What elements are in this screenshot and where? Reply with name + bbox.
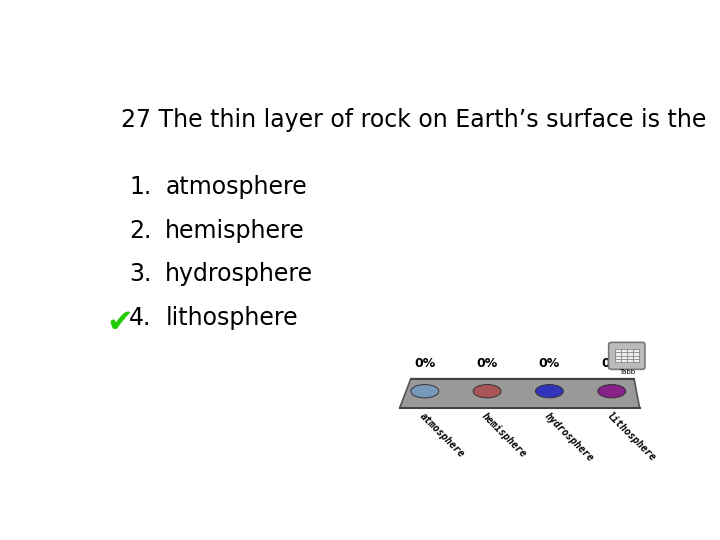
Polygon shape	[400, 379, 639, 408]
Text: 0%: 0%	[477, 356, 498, 369]
Text: hemisphere: hemisphere	[166, 219, 305, 242]
Text: 3.: 3.	[129, 262, 151, 286]
Text: lithosphere: lithosphere	[605, 411, 657, 464]
Text: lithosphere: lithosphere	[166, 306, 298, 330]
Text: hemisphere: hemisphere	[480, 411, 528, 460]
Ellipse shape	[411, 384, 438, 398]
Text: 2.: 2.	[129, 219, 151, 242]
Ellipse shape	[536, 384, 563, 398]
Text: Tabb: Tabb	[618, 369, 635, 375]
Text: atmosphere: atmosphere	[166, 175, 307, 199]
Text: ✔: ✔	[107, 308, 134, 339]
Text: atmosphere: atmosphere	[418, 411, 467, 460]
Ellipse shape	[598, 384, 626, 398]
Text: hydrosphere: hydrosphere	[166, 262, 313, 286]
Text: 0%: 0%	[539, 356, 560, 369]
Text: 4.: 4.	[129, 306, 151, 330]
Text: 0%: 0%	[601, 356, 622, 369]
Text: hydrosphere: hydrosphere	[542, 411, 595, 464]
Text: 1.: 1.	[129, 175, 151, 199]
FancyBboxPatch shape	[608, 342, 645, 369]
Ellipse shape	[473, 384, 501, 398]
Text: 27 The thin layer of rock on Earth’s surface is the: 27 The thin layer of rock on Earth’s sur…	[121, 109, 706, 132]
Text: 0%: 0%	[414, 356, 436, 369]
FancyBboxPatch shape	[615, 349, 639, 362]
